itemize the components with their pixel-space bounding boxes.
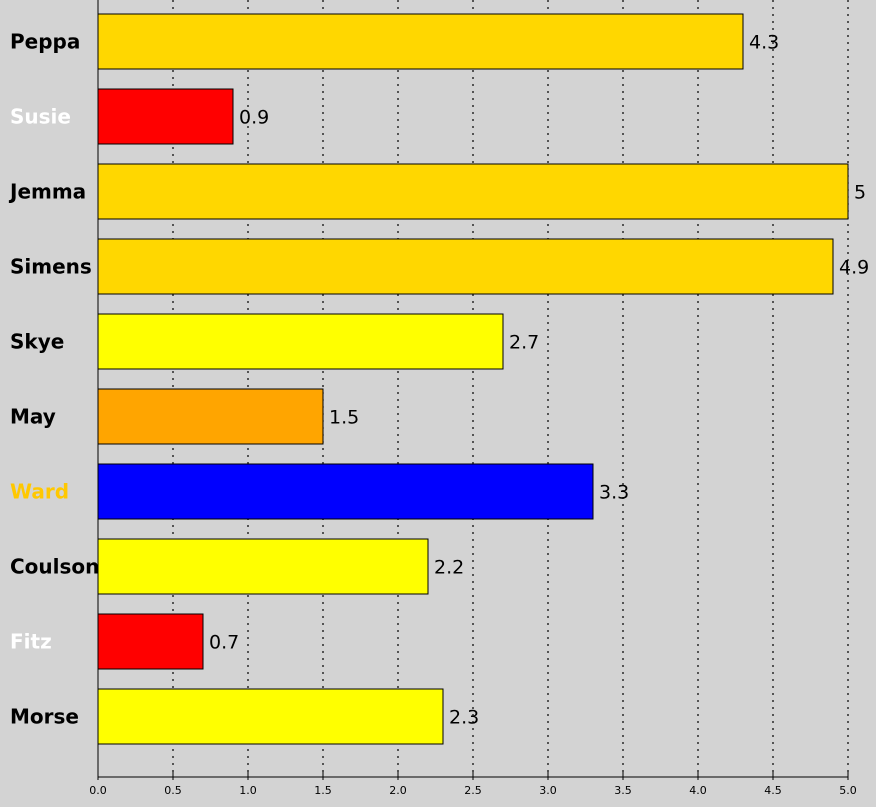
category-labels: Peppa Susie Jemma Simens Skye May Ward Coulson F… bbox=[8, 30, 99, 729]
bar-coulson bbox=[97, 538, 429, 595]
category-label: Coulson bbox=[10, 555, 99, 579]
category-label: Jemma bbox=[8, 180, 86, 204]
value-label: 4.3 bbox=[749, 32, 779, 54]
category-label: Susie bbox=[10, 105, 71, 129]
value-label: 3.3 bbox=[599, 482, 629, 504]
value-label: 2.3 bbox=[449, 707, 479, 729]
bars bbox=[97, 13, 849, 745]
x-tick-label: 5.0 bbox=[839, 784, 857, 797]
x-tick-label: 0.5 bbox=[164, 784, 182, 797]
x-tick-label: 1.5 bbox=[314, 784, 332, 797]
x-tick-label: 4.0 bbox=[689, 784, 707, 797]
category-label: Skye bbox=[10, 330, 64, 354]
value-label: 2.2 bbox=[434, 557, 464, 579]
bar-peppa bbox=[97, 13, 744, 70]
category-label: Ward bbox=[10, 480, 69, 504]
category-label: Simens bbox=[10, 255, 92, 279]
value-label: 4.9 bbox=[839, 257, 869, 279]
x-tick-label: 3.5 bbox=[614, 784, 632, 797]
value-label: 2.7 bbox=[509, 332, 539, 354]
value-label: 5 bbox=[854, 182, 866, 204]
bar-susie bbox=[97, 88, 234, 145]
x-tick-label: 1.0 bbox=[239, 784, 257, 797]
x-tick-label: 2.5 bbox=[464, 784, 482, 797]
value-label: 0.7 bbox=[209, 632, 239, 654]
value-labels: 4.3 0.9 5 4.9 2.7 1.5 3.3 2.2 0.7 2.3 bbox=[209, 32, 869, 729]
bar-may bbox=[97, 388, 324, 445]
category-label: Peppa bbox=[10, 30, 80, 54]
x-tick-label: 2.0 bbox=[389, 784, 407, 797]
category-label: Morse bbox=[10, 705, 79, 729]
x-tick-label: 3.0 bbox=[539, 784, 557, 797]
category-label: May bbox=[10, 405, 56, 429]
bar-fitz bbox=[97, 613, 204, 670]
x-tick-label: 0.0 bbox=[89, 784, 107, 797]
value-label: 0.9 bbox=[239, 107, 269, 129]
x-tick-label: 4.5 bbox=[764, 784, 782, 797]
bar-morse bbox=[97, 688, 444, 745]
bar-jemma bbox=[97, 163, 849, 220]
bar-simens bbox=[97, 238, 834, 295]
category-label: Fitz bbox=[10, 630, 52, 654]
x-axis: 0.0 0.5 1.0 1.5 2.0 2.5 3.0 3.5 4.0 4.5 5.0 bbox=[89, 0, 857, 797]
bar-skye bbox=[97, 313, 504, 370]
bar-ward bbox=[97, 463, 594, 520]
value-label: 1.5 bbox=[329, 407, 359, 429]
